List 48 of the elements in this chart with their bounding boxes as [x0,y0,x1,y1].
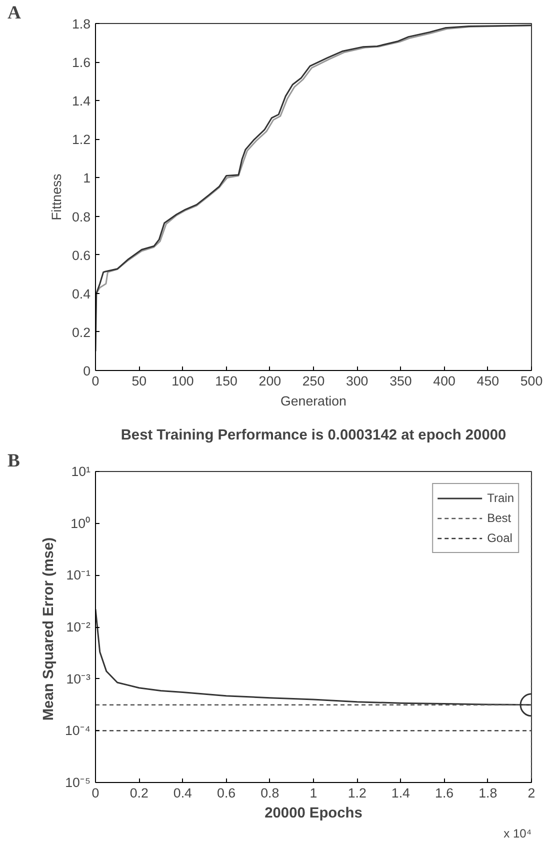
y-tick-label: 10⁻⁵ [65,775,91,790]
x-tick-label: 150 [215,374,238,388]
y-tick-label: 10⁻⁴ [64,723,91,738]
x-tick-label: 0.8 [260,786,280,800]
y-tick-label: 10⁻² [66,620,92,634]
x-tick-label: 450 [476,374,500,388]
y-tick-label: 1 [83,170,91,186]
y-tick-label: 10⁰ [70,516,91,531]
legend-label: Goal [487,531,512,545]
y-tick-label: 1.2 [72,132,91,148]
x-tick-label: 0.4 [173,786,193,800]
legend-label: Best [487,511,512,525]
x-tick-label: 1.2 [348,786,366,800]
y-tick-label: 1.6 [72,55,91,70]
x-tick-label: 300 [346,374,368,388]
x-tick-label: 350 [390,374,412,388]
x-tick-label: 1 [310,786,318,800]
x-tick-label: 50 [132,374,147,388]
y-tick-label: 0.4 [72,286,92,302]
x-axis-title: Generation [280,394,346,408]
y-tick-label: 0.8 [72,209,91,224]
x-tick-label: 100 [172,374,194,388]
x-tick-label: 0.6 [217,786,236,800]
text: A [8,2,22,24]
y-tick-label: 0 [83,364,91,378]
chart-title: Best Training Performance is 0.0003142 at epoch 20000 [120,428,506,444]
text: B [8,450,20,472]
y-tick-label: 1.4 [72,94,92,109]
y-tick-label: 1.8 [72,16,91,32]
x-tick-label: 1.8 [478,786,498,800]
x-tick-label: 1.6 [435,786,454,800]
y-tick-label: 10⁻³ [66,671,92,686]
x-axis-title: 20000 Epochs [264,806,362,822]
y-tick-label: 0.6 [72,248,91,263]
x-tick-label: 2 [528,786,536,800]
text: x 10⁴ [504,826,532,840]
y-tick-label: 10⁻¹ [66,568,92,583]
x-tick-label: 0.2 [130,786,148,800]
y-axis-title: Fittness [48,173,64,220]
y-axis-title: Mean Squared Error (mse) [40,537,57,721]
y-tick-label: 0.2 [72,324,91,340]
legend-label: Train [487,491,514,505]
x-tick-label: 250 [302,374,325,388]
x-tick-label: 500 [520,374,543,388]
y-tick-label: 10¹ [71,464,92,479]
x-tick-label: 200 [258,374,282,388]
x-tick-label: 400 [433,374,456,388]
x-tick-label: 1.4 [391,786,411,800]
